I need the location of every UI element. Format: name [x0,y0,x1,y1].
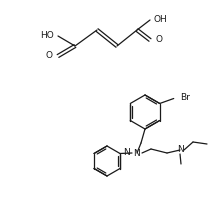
Text: N: N [123,148,130,157]
Text: N: N [134,149,140,158]
Text: HO: HO [40,32,54,40]
Text: OH: OH [154,15,168,25]
Text: N: N [178,145,184,154]
Text: Br: Br [180,93,190,102]
Text: O: O [155,36,162,44]
Text: O: O [46,51,53,61]
